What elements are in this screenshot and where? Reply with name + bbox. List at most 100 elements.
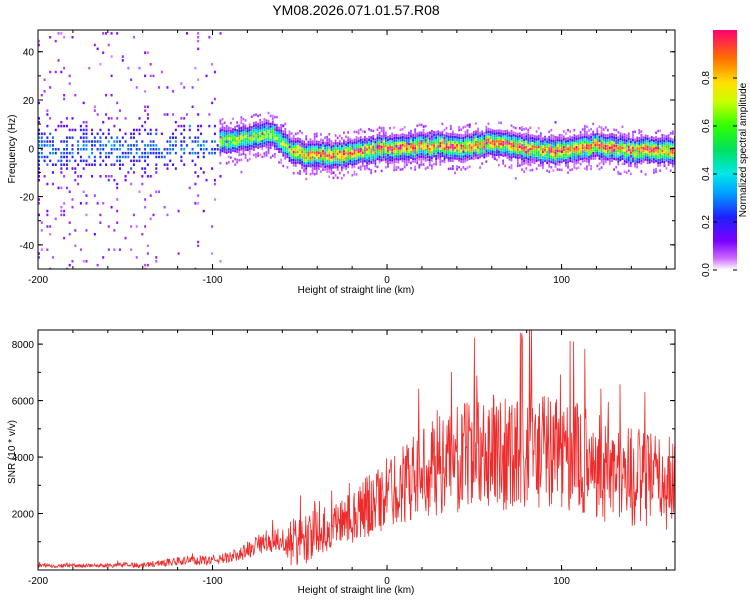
spectrogram-cell: [619, 134, 622, 138]
spectrogram-cell: [535, 130, 538, 133]
spectrogram-cell: [197, 151, 200, 155]
spectrogram-cell: [107, 178, 110, 182]
spectrogram-cell: [229, 127, 232, 130]
spectrogram-cell: [602, 146, 605, 150]
figure-title: YM08.2026.071.01.57.R08: [272, 2, 440, 18]
spectrogram-cell: [296, 158, 299, 162]
spectrogram-cell: [451, 143, 454, 147]
spectrogram-cell: [460, 133, 463, 137]
spectrogram-cell: [454, 138, 456, 142]
spectrogram-cell: [110, 74, 113, 78]
spectrogram-cell: [634, 159, 636, 163]
spectrogram-cell: [372, 161, 375, 165]
spectrogram-cell: [483, 132, 486, 135]
spectrogram-cell: [671, 151, 674, 155]
spectrogram-cell: [439, 134, 442, 137]
spectrogram-cell: [265, 127, 268, 130]
spectrogram-cell: [38, 178, 40, 182]
spectrogram-cell: [527, 155, 530, 158]
spectrogram-cell: [194, 136, 197, 139]
spectrogram-cell: [510, 156, 513, 159]
spectrogram-cell: [454, 143, 456, 147]
spectrogram-cell: [130, 151, 133, 155]
spectrogram-cell: [525, 132, 528, 136]
spectrogram-cell: [330, 166, 333, 170]
spectrogram-cell: [567, 144, 569, 148]
spectrogram-cell: [579, 162, 582, 166]
spectrogram-cell: [437, 148, 440, 152]
spectrogram-cell: [583, 146, 586, 149]
spectrogram-cell: [613, 139, 616, 142]
spectrogram-cell: [562, 154, 565, 157]
spectrogram-cell: [259, 145, 262, 149]
spectrogram-cell: [518, 145, 521, 149]
spectrogram-cell: [403, 152, 406, 156]
spectrogram-cell: [85, 132, 88, 136]
spectrogram-cell: [428, 147, 431, 151]
spectrogram-cell: [384, 158, 387, 161]
spectrogram-cell: [163, 163, 166, 166]
spectrogram-cell: [332, 171, 335, 175]
spectrogram-cell: [416, 159, 419, 162]
spectrogram-cell: [221, 144, 224, 147]
spectrogram-cell: [552, 145, 555, 148]
spectrogram-cell: [366, 158, 368, 162]
spectrogram-cell: [49, 140, 52, 143]
spectrogram-cell: [99, 140, 102, 143]
spectrogram-cell: [399, 155, 402, 158]
spectrogram-cell: [537, 158, 540, 162]
spectrogram-cell: [376, 165, 379, 169]
spectrogram-cell: [527, 139, 530, 142]
spectrogram-cell: [569, 159, 572, 162]
spectrogram-cell: [403, 155, 406, 158]
spectrogram-cell: [305, 167, 308, 170]
spectrogram-cell: [671, 143, 674, 147]
spectrogram-cell: [550, 136, 553, 140]
spectrogram-cell: [43, 90, 46, 93]
spectrogram-cell: [38, 128, 40, 132]
spectrogram-cell: [267, 143, 270, 147]
spectrogram-cell: [320, 141, 322, 144]
spectrogram-cell: [615, 134, 618, 137]
spectrogram-cell: [194, 151, 197, 155]
spectrogram-cell: [550, 145, 553, 149]
spectrogram-cell: [234, 133, 236, 137]
spectrogram-cell: [426, 142, 429, 145]
spectrogram-cell: [592, 133, 595, 136]
spectrogram-cell: [613, 128, 616, 131]
spectrogram-cell: [223, 121, 226, 124]
spectrogram-cell: [546, 145, 549, 149]
spectrogram-cell: [542, 155, 544, 159]
spectrogram-cell: [248, 139, 251, 142]
snr-y-tick-label: 6000: [12, 397, 35, 408]
spectrogram-cell: [68, 136, 71, 139]
spectrogram-cell: [110, 205, 113, 209]
spectrogram-cell: [554, 149, 557, 152]
spectrogram-cell: [309, 146, 312, 149]
spectrogram-cell: [99, 175, 102, 178]
spectrogram-cell: [248, 149, 251, 153]
spectrogram-cell: [556, 144, 559, 147]
spectrogram-cell: [663, 164, 666, 168]
spectrogram-cell: [489, 133, 492, 137]
spectrogram-cell: [420, 152, 423, 156]
spectrogram-cell: [659, 161, 662, 164]
spectrogram-cell: [244, 132, 247, 135]
spectrogram-cell: [629, 172, 632, 176]
spectrogram-cell: [110, 32, 113, 35]
spectrogram-cell: [598, 144, 601, 147]
spectrogram-cell: [267, 122, 270, 125]
spectrogram-cell: [464, 146, 467, 150]
spectrogram-cell: [351, 158, 354, 161]
spectrogram-cell: [290, 153, 293, 156]
spectrogram-cell: [366, 145, 368, 149]
spectrogram-cell: [271, 117, 274, 120]
spectrogram-cell: [443, 142, 446, 145]
spectrogram-cell: [521, 141, 523, 145]
spectrogram-cell: [292, 148, 295, 151]
spectrogram-cell: [447, 148, 450, 152]
spectrogram-cell: [163, 113, 166, 116]
spectrogram-cell: [510, 164, 513, 167]
spectrogram-cell: [498, 137, 500, 140]
spectrogram-cell: [393, 168, 396, 172]
